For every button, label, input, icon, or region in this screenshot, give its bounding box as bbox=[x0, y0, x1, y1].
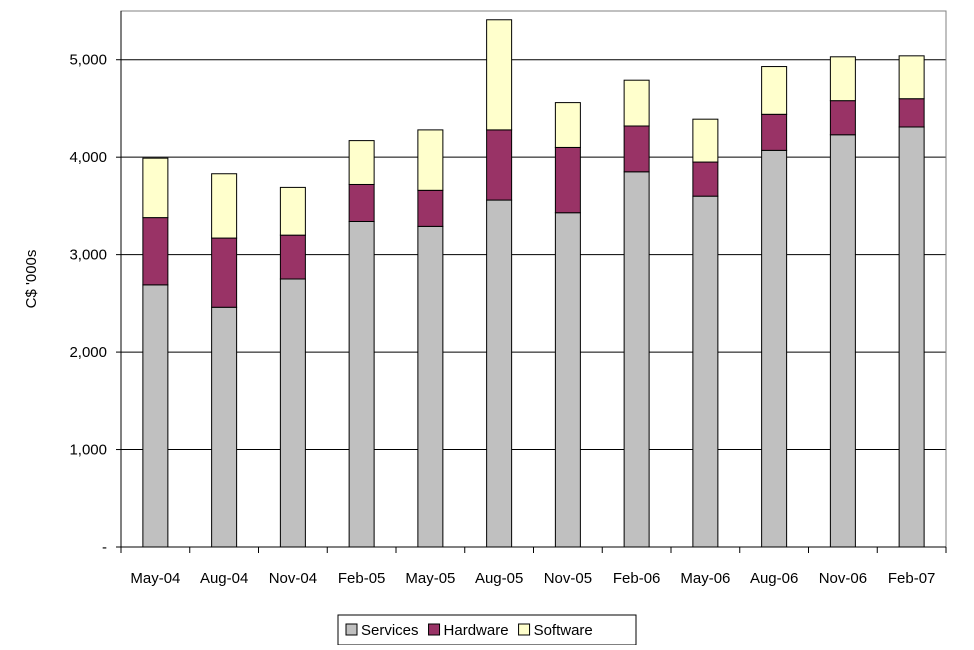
bar-segment-hardware bbox=[211, 237, 238, 308]
bar-segment-software bbox=[829, 56, 856, 102]
legend: Services Hardware Software bbox=[337, 614, 637, 646]
bar-segment-services bbox=[623, 171, 650, 548]
bar-segment-software bbox=[554, 102, 581, 148]
bar-segment-software bbox=[417, 129, 444, 191]
bar-segment-software bbox=[486, 19, 513, 131]
legend-label-software: Software bbox=[534, 622, 593, 639]
x-tick-label: Feb-07 bbox=[888, 570, 936, 587]
bar-segment-services bbox=[211, 306, 238, 548]
bar-segment-software bbox=[279, 186, 306, 236]
bar-segment-software bbox=[623, 79, 650, 127]
bar-segment-hardware bbox=[761, 113, 788, 151]
bar-segment-hardware bbox=[486, 129, 513, 201]
bar-segment-hardware bbox=[554, 146, 581, 214]
x-tick-label: May-04 bbox=[130, 570, 180, 587]
bar-segment-services bbox=[898, 126, 925, 548]
bar-segment-hardware bbox=[829, 100, 856, 136]
bar-segment-services bbox=[486, 199, 513, 548]
x-tick-label: May-05 bbox=[405, 570, 455, 587]
bar-segment-hardware bbox=[898, 98, 925, 128]
x-tick-label: Aug-04 bbox=[200, 570, 248, 587]
legend-label-services: Services bbox=[361, 622, 419, 639]
y-tick-labels: - 1,000 2,000 3,000 4,000 5,000 bbox=[69, 52, 107, 556]
bar-segment-hardware bbox=[348, 183, 375, 223]
bar-segment-services bbox=[417, 225, 444, 548]
gridlines bbox=[121, 59, 946, 451]
axes bbox=[116, 11, 947, 553]
y-tick-label: 2,000 bbox=[69, 344, 107, 361]
bar-segment-hardware bbox=[142, 217, 169, 286]
x-tick-label: Aug-05 bbox=[475, 570, 523, 587]
bar-segment-software bbox=[348, 140, 375, 185]
x-tick-label: Feb-06 bbox=[613, 570, 661, 587]
y-tick-label: 1,000 bbox=[69, 442, 107, 459]
legend-swatch-hardware bbox=[428, 623, 441, 636]
plot-area-frame bbox=[120, 10, 947, 548]
x-tick-label: May-06 bbox=[680, 570, 730, 587]
legend-swatch-services bbox=[345, 623, 358, 636]
x-tick-label: Nov-04 bbox=[269, 570, 317, 587]
y-tick-label: 5,000 bbox=[69, 52, 107, 69]
bar-segment-hardware bbox=[623, 125, 650, 173]
x-tick-label: Feb-05 bbox=[338, 570, 386, 587]
y-tick-label: 4,000 bbox=[69, 149, 107, 166]
x-tick-labels: May-04 Aug-04 Nov-04 Feb-05 May-05 Aug-05 Nov-… bbox=[130, 570, 935, 587]
bar-segment-software bbox=[898, 55, 925, 100]
legend-label-hardware: Hardware bbox=[444, 622, 509, 639]
y-tick-label: - bbox=[102, 539, 107, 556]
legend-swatch-software bbox=[518, 623, 531, 636]
bar-segment-services bbox=[348, 221, 375, 548]
x-tick-label: Aug-06 bbox=[750, 570, 798, 587]
bar-segment-services bbox=[761, 149, 788, 548]
bar-segment-software bbox=[761, 66, 788, 115]
x-tick-label: Nov-05 bbox=[544, 570, 592, 587]
bar-segment-software bbox=[211, 173, 238, 239]
bar-segment-services bbox=[279, 278, 306, 548]
x-tick-label: Nov-06 bbox=[819, 570, 867, 587]
bar-segment-services bbox=[829, 134, 856, 548]
bar-segment-services bbox=[554, 212, 581, 548]
bar-segment-software bbox=[142, 157, 169, 219]
bar-segment-hardware bbox=[692, 161, 719, 197]
bar-segment-services bbox=[142, 284, 169, 548]
y-tick-label: 3,000 bbox=[69, 247, 107, 264]
bar-segment-hardware bbox=[279, 234, 306, 280]
bar-segment-services bbox=[692, 195, 719, 548]
bar-segment-hardware bbox=[417, 189, 444, 227]
bar-segment-software bbox=[692, 118, 719, 163]
y-axis-label: C$ '000s bbox=[23, 250, 40, 309]
bars bbox=[142, 19, 925, 548]
